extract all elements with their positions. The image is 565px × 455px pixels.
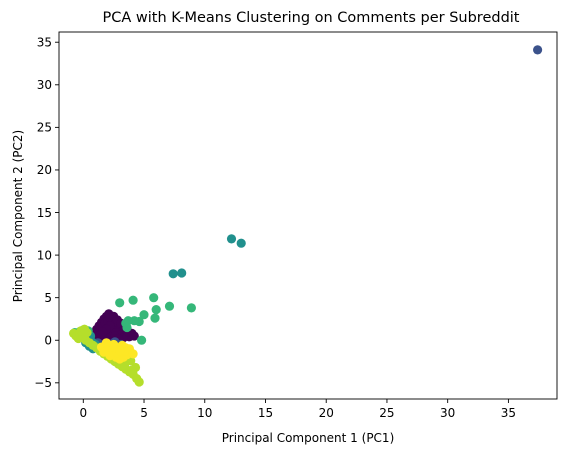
x-tick-label: 15 xyxy=(258,406,273,420)
data-point xyxy=(137,335,147,345)
data-point xyxy=(226,234,237,244)
data-point xyxy=(236,238,246,248)
y-axis: −5 0 5 10 15 20 25 30 35 xyxy=(34,36,59,390)
data-point xyxy=(127,365,137,375)
y-tick-label: 30 xyxy=(37,78,52,92)
data-point xyxy=(79,324,90,334)
y-tick-label: 5 xyxy=(44,291,52,305)
y-tick-label: −5 xyxy=(34,376,52,390)
chart-title: PCA with K-Means Clustering on Comments … xyxy=(102,10,519,26)
data-point xyxy=(164,301,175,311)
x-tick-label: 25 xyxy=(379,406,394,420)
y-tick-label: 15 xyxy=(37,206,52,220)
points-layer xyxy=(69,45,543,387)
x-tick-label: 35 xyxy=(501,406,516,420)
data-point xyxy=(139,310,149,320)
x-tick-label: 30 xyxy=(440,406,455,420)
data-point xyxy=(115,345,125,356)
data-point xyxy=(105,351,115,361)
x-axis: 0 5 10 15 20 25 30 35 xyxy=(79,399,516,420)
data-point xyxy=(115,298,125,308)
x-tick-label: 5 xyxy=(140,406,148,420)
x-tick-label: 0 xyxy=(79,406,87,420)
y-tick-label: 20 xyxy=(37,163,52,177)
y-tick-label: 0 xyxy=(44,334,52,348)
plot-frame xyxy=(58,31,558,400)
data-point xyxy=(533,45,543,55)
x-axis-label: Principal Component 1 (PC1) xyxy=(222,431,395,445)
y-axis-label: Principal Component 2 (PC2) xyxy=(11,130,25,303)
data-point xyxy=(168,269,178,279)
data-point xyxy=(128,349,138,359)
data-point xyxy=(134,377,144,387)
x-tick-label: 10 xyxy=(197,406,212,420)
y-tick-label: 25 xyxy=(37,121,52,135)
data-point xyxy=(151,305,161,315)
data-point xyxy=(128,295,138,305)
data-point xyxy=(149,293,159,303)
data-point xyxy=(95,330,105,340)
x-tick-label: 20 xyxy=(319,406,334,420)
y-tick-label: 10 xyxy=(37,248,52,262)
data-point xyxy=(129,331,139,341)
data-point xyxy=(101,338,111,348)
data-point xyxy=(150,313,160,323)
y-tick-label: 35 xyxy=(37,36,52,50)
data-point xyxy=(186,303,196,313)
data-point xyxy=(109,339,119,350)
data-point xyxy=(177,268,187,278)
data-point xyxy=(122,322,132,333)
